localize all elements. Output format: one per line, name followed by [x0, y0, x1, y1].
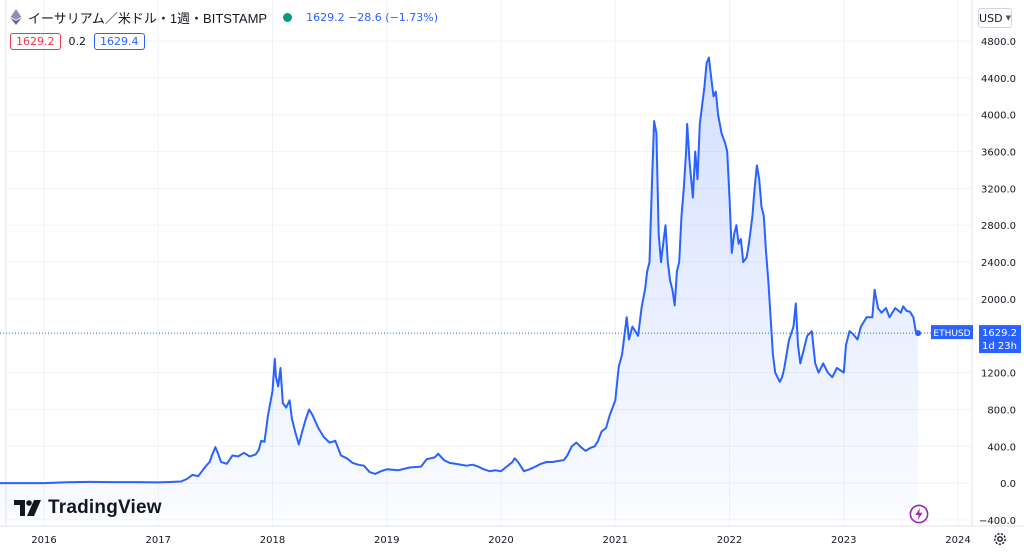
y-tick-label: 0.0 — [1000, 479, 1016, 490]
bid-ask-row: 1629.2 0.2 1629.4 — [10, 33, 145, 50]
last-price-dot — [915, 330, 922, 337]
tradingview-logo-text: TradingView — [48, 497, 162, 518]
price-scale-label-box — [979, 325, 1021, 354]
market-status-dot — [283, 12, 293, 22]
x-tick-label: 2019 — [374, 535, 399, 546]
x-tick-label: 2016 — [31, 535, 56, 546]
x-tick-label: 2018 — [260, 535, 285, 546]
last-price-badge: ETHUSD 1629.2 1d 23h — [931, 325, 1021, 354]
symbol-legend[interactable]: イーサリアム／米ドル・1週・BITSTAMP 1629.2 −28.6 (−1.… — [10, 8, 438, 26]
tradingview-logo[interactable]: TradingView — [14, 497, 162, 519]
bid-price[interactable]: 1629.2 — [10, 33, 61, 50]
tradingview-logo-icon — [14, 500, 41, 516]
y-tick-label: 3600.0 — [981, 148, 1016, 159]
y-tick-label: 4400.0 — [981, 74, 1016, 85]
y-tick-label: 4800.0 — [981, 37, 1016, 48]
x-tick-label: 2023 — [831, 535, 856, 546]
series-name-tag — [931, 325, 973, 340]
x-tick-label: 2017 — [146, 535, 171, 546]
lightning-icon[interactable] — [909, 504, 929, 524]
price-line-series — [0, 56, 919, 485]
x-tick-label: 2021 — [603, 535, 628, 546]
x-tick-label: 2020 — [488, 535, 513, 546]
y-tick-label: 2800.0 — [981, 221, 1016, 232]
ask-price[interactable]: 1629.4 — [94, 33, 145, 50]
bar-countdown-label: 1d 23h — [982, 341, 1017, 352]
y-tick-label: 1200.0 — [981, 369, 1016, 380]
price-scale-value: 1629.2 — [982, 328, 1017, 339]
y-axis[interactable]: 4800.0 4400.0 4000.0 3600.0 3200.0 2800.0 2400… — [979, 37, 1016, 527]
chevron-down-icon: ▼ — [1005, 14, 1011, 22]
y-tick-label: 2400.0 — [981, 258, 1016, 269]
y-tick-label: 800.0 — [987, 405, 1016, 416]
x-axis[interactable]: 2016 2017 2018 2019 2020 2021 2022 2023 2024 — [31, 535, 970, 546]
ohlc-price-change: 1629.2 −28.6 (−1.73%) — [306, 10, 439, 24]
series-name-label: ETHUSD — [933, 329, 970, 339]
x-tick-label: 2022 — [717, 535, 742, 546]
price-area-fill — [0, 57, 918, 520]
symbol-title: イーサリアム／米ドル・1週・BITSTAMP — [28, 10, 268, 26]
y-tick-label: 4000.0 — [981, 111, 1016, 122]
ethereum-icon — [10, 9, 22, 25]
currency-label: USD — [979, 11, 1003, 25]
spread-value: 0.2 — [68, 35, 87, 48]
y-tick-label: 2000.0 — [981, 295, 1016, 306]
y-tick-label: −400.0 — [979, 516, 1016, 527]
x-tick-label: 2024 — [945, 535, 970, 546]
y-tick-label: 3200.0 — [981, 184, 1016, 195]
gear-icon[interactable] — [991, 530, 1009, 548]
currency-selector[interactable]: USD ▼ — [978, 8, 1012, 28]
y-tick-label: 400.0 — [987, 442, 1016, 453]
